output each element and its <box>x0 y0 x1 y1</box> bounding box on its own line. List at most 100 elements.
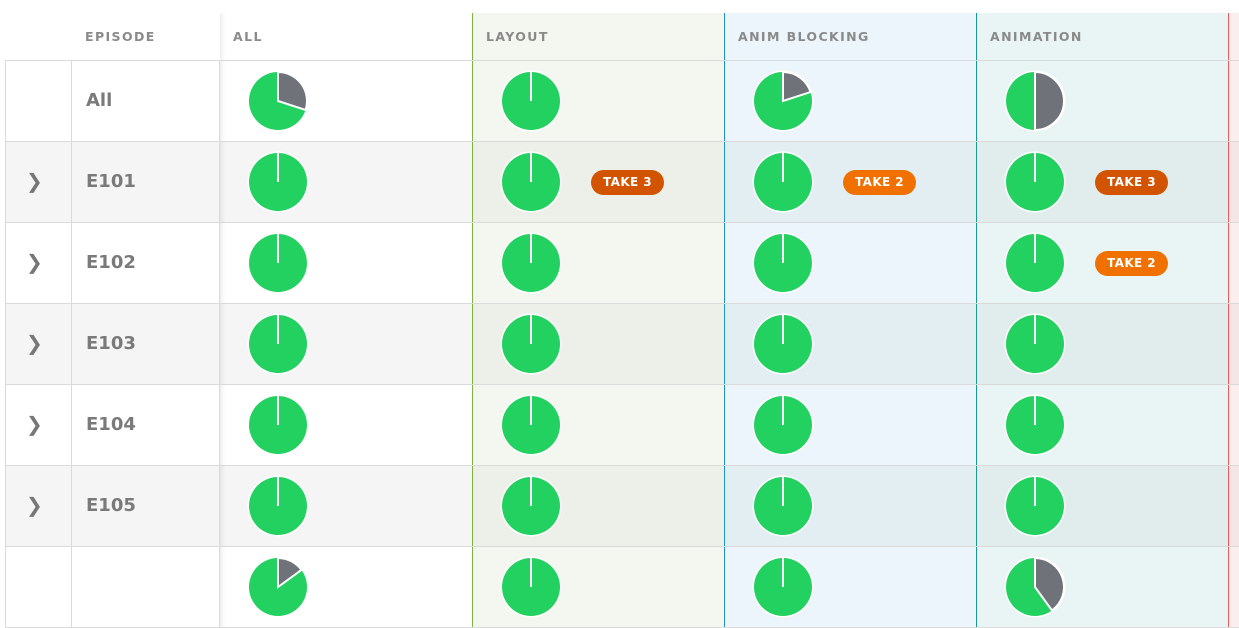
anim-blocking-cell[interactable] <box>724 223 976 303</box>
expand-cell[interactable]: ❯ <box>5 385 72 465</box>
next-column-cell <box>1228 385 1239 465</box>
progress-pie <box>1004 232 1066 294</box>
layout-cell[interactable] <box>472 466 724 546</box>
progress-pie <box>500 475 562 537</box>
header-all[interactable]: ALL <box>220 13 472 60</box>
progress-pie <box>752 556 814 618</box>
chevron-right-icon[interactable]: ❯ <box>26 412 43 436</box>
progress-pie <box>752 151 814 213</box>
chevron-right-icon[interactable]: ❯ <box>26 493 43 517</box>
header-layout[interactable]: LAYOUT <box>472 13 724 60</box>
take-badge[interactable]: TAKE 2 <box>843 170 916 195</box>
table-row[interactable]: ❯ E101 TAKE 3 TAKE 2 TAKE 3 <box>5 142 1239 223</box>
progress-pie <box>500 556 562 618</box>
all-cell[interactable] <box>220 223 472 303</box>
table-row[interactable]: ❯ E103 <box>5 304 1239 385</box>
episode-cell[interactable]: E103 <box>72 304 220 384</box>
all-cell[interactable] <box>220 304 472 384</box>
progress-pie <box>247 556 309 618</box>
layout-cell[interactable] <box>472 61 724 141</box>
anim-blocking-cell[interactable] <box>724 385 976 465</box>
progress-pie <box>1004 475 1066 537</box>
next-column-cell <box>1228 304 1239 384</box>
animation-cell[interactable]: TAKE 2 <box>976 223 1228 303</box>
expand-cell[interactable]: ❯ <box>5 304 72 384</box>
episode-cell[interactable]: All <box>72 61 220 141</box>
all-cell[interactable] <box>220 385 472 465</box>
episode-cell[interactable]: E104 <box>72 385 220 465</box>
episode-name: All <box>86 90 113 111</box>
layout-cell[interactable]: TAKE 3 <box>472 142 724 222</box>
header-anim-blocking[interactable]: ANIM BLOCKING <box>724 13 976 60</box>
animation-cell[interactable] <box>976 61 1228 141</box>
next-column-cell <box>1228 142 1239 222</box>
episode-name: E102 <box>86 252 136 273</box>
anim-blocking-cell[interactable] <box>724 547 976 627</box>
progress-pie <box>247 232 309 294</box>
header-label: ALL <box>233 29 263 44</box>
take-badge[interactable]: TAKE 3 <box>591 170 664 195</box>
animation-cell[interactable] <box>976 547 1228 627</box>
expand-cell[interactable] <box>5 61 72 141</box>
chevron-right-icon[interactable]: ❯ <box>26 250 43 274</box>
pie-remaining <box>277 70 308 112</box>
header-next-column <box>1228 13 1239 60</box>
header-animation[interactable]: ANIMATION <box>976 13 1228 60</box>
chevron-right-icon[interactable]: ❯ <box>26 331 43 355</box>
episode-cell[interactable]: E102 <box>72 223 220 303</box>
table-row[interactable]: ❯ E102 TAKE 2 <box>5 223 1239 304</box>
all-cell[interactable] <box>220 61 472 141</box>
header-label: ANIMATION <box>990 29 1083 44</box>
episode-cell[interactable]: E105 <box>72 466 220 546</box>
table-row[interactable] <box>5 547 1239 628</box>
progress-pie <box>247 70 309 132</box>
all-cell[interactable] <box>220 142 472 222</box>
header-label: ANIM BLOCKING <box>738 29 870 44</box>
animation-cell[interactable]: TAKE 3 <box>976 142 1228 222</box>
progress-pie <box>752 70 814 132</box>
progress-pie <box>500 394 562 456</box>
progress-pie <box>1004 556 1066 618</box>
anim-blocking-cell[interactable] <box>724 61 976 141</box>
progress-pie <box>752 394 814 456</box>
header-episode-label: EPISODE <box>85 29 156 44</box>
animation-cell[interactable] <box>976 466 1228 546</box>
all-cell[interactable] <box>220 547 472 627</box>
progress-pie <box>247 151 309 213</box>
layout-cell[interactable] <box>472 547 724 627</box>
layout-cell[interactable] <box>472 304 724 384</box>
episode-name: E103 <box>86 333 136 354</box>
table-header: EPISODE ALL LAYOUT ANIM BLOCKING ANIMATI… <box>5 13 1239 61</box>
episode-cell[interactable]: E101 <box>72 142 220 222</box>
next-column-cell <box>1228 466 1239 546</box>
table-row[interactable]: All <box>5 61 1239 142</box>
table-row[interactable]: ❯ E105 <box>5 466 1239 547</box>
anim-blocking-cell[interactable] <box>724 304 976 384</box>
expand-cell[interactable]: ❯ <box>5 223 72 303</box>
progress-pie <box>752 232 814 294</box>
pie-remaining <box>782 70 812 103</box>
chevron-right-icon[interactable]: ❯ <box>26 169 43 193</box>
next-column-cell <box>1228 547 1239 627</box>
anim-blocking-cell[interactable] <box>724 466 976 546</box>
take-badge[interactable]: TAKE 3 <box>1095 170 1168 195</box>
animation-cell[interactable] <box>976 304 1228 384</box>
episode-name: E104 <box>86 414 136 435</box>
take-badge[interactable]: TAKE 2 <box>1095 251 1168 276</box>
episode-cell[interactable] <box>72 547 220 627</box>
expand-cell[interactable]: ❯ <box>5 142 72 222</box>
progress-pie <box>247 475 309 537</box>
progress-pie <box>752 475 814 537</box>
animation-cell[interactable] <box>976 385 1228 465</box>
layout-cell[interactable] <box>472 385 724 465</box>
expand-cell[interactable] <box>5 547 72 627</box>
progress-pie <box>1004 394 1066 456</box>
table-row[interactable]: ❯ E104 <box>5 385 1239 466</box>
all-cell[interactable] <box>220 466 472 546</box>
header-episode[interactable]: EPISODE <box>72 13 220 60</box>
progress-pie <box>247 394 309 456</box>
expand-cell[interactable]: ❯ <box>5 466 72 546</box>
layout-cell[interactable] <box>472 223 724 303</box>
anim-blocking-cell[interactable]: TAKE 2 <box>724 142 976 222</box>
progress-pie <box>247 313 309 375</box>
